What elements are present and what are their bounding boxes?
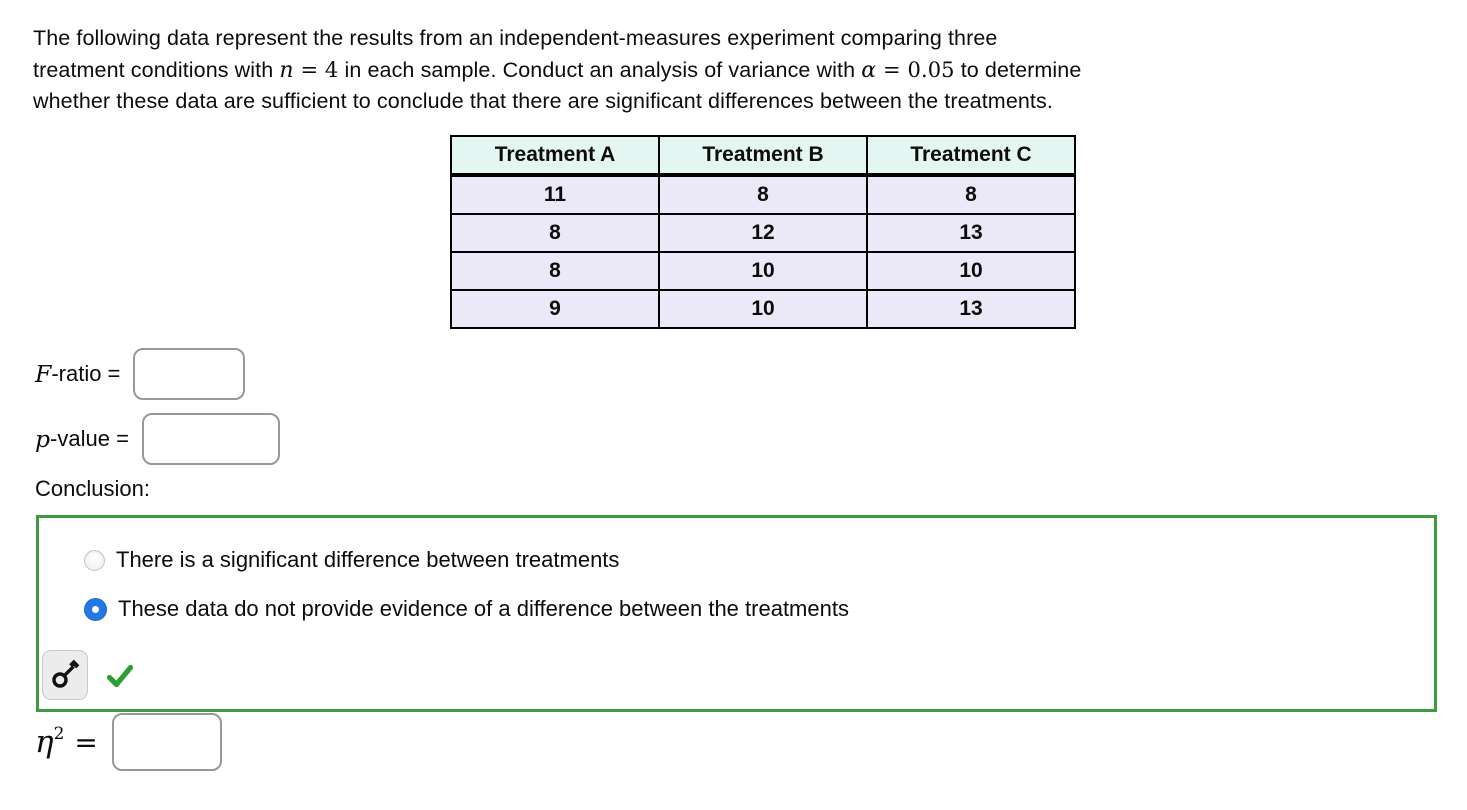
- problem-statement: The following data represent the results…: [33, 23, 1081, 118]
- data-table: Treatment A Treatment B Treatment C 11 8…: [450, 135, 1076, 329]
- problem-line-2: treatment conditions with n = 4 in each …: [33, 57, 1082, 83]
- radio-button-unselected[interactable]: [84, 549, 105, 571]
- problem-line-3: whether these data are sufficient to con…: [33, 89, 1053, 113]
- table-cell: 11: [450, 174, 660, 215]
- table-header-row: Treatment A Treatment B Treatment C: [450, 135, 1076, 177]
- table-header-treatment-c: Treatment C: [866, 135, 1076, 177]
- table-cell: 8: [450, 213, 660, 253]
- table-cell: 10: [866, 251, 1076, 291]
- table-cell: 8: [450, 251, 660, 291]
- table-header-treatment-b: Treatment B: [658, 135, 868, 177]
- f-ratio-input[interactable]: [133, 348, 246, 400]
- checkmark-icon: [106, 664, 134, 693]
- f-ratio-label: -ratio =: [51, 361, 121, 386]
- f-ratio-label-var: F: [35, 360, 52, 388]
- eta-squared-input[interactable]: [111, 713, 222, 771]
- table-cell: 12: [658, 213, 868, 253]
- answer-key-button[interactable]: [42, 650, 88, 700]
- table-cell: 8: [658, 174, 868, 215]
- table-cell: 13: [866, 289, 1076, 329]
- math-alpha: α: [861, 57, 877, 83]
- table-cell: 8: [866, 174, 1076, 215]
- table-cell: 10: [658, 289, 868, 329]
- radio-label[interactable]: There is a significant difference betwee…: [116, 547, 620, 572]
- table-row: 9 10 13: [450, 289, 1076, 329]
- math-n: n: [279, 57, 294, 83]
- table-cell: 9: [450, 289, 660, 329]
- p-value-label-var: p: [35, 425, 51, 453]
- conclusion-box: There is a significant difference betwee…: [36, 515, 1437, 712]
- conclusion-option-no-evidence[interactable]: These data do not provide evidence of a …: [84, 596, 849, 622]
- table-row: 8 12 13: [450, 213, 1076, 253]
- conclusion-option-significant[interactable]: There is a significant difference betwee…: [84, 547, 619, 573]
- table-header-treatment-a: Treatment A: [450, 135, 660, 177]
- table-cell: 13: [866, 213, 1076, 253]
- problem-line-1: The following data represent the results…: [33, 26, 998, 50]
- p-value-label: -value =: [50, 426, 129, 451]
- conclusion-label: Conclusion:: [35, 476, 150, 501]
- radio-button-selected[interactable]: [84, 597, 107, 621]
- radio-label[interactable]: These data do not provide evidence of a …: [118, 596, 849, 621]
- eta-squared-label: η2: [35, 724, 65, 760]
- equals-sign: =: [74, 725, 98, 759]
- key-icon: [50, 658, 80, 693]
- p-value-input[interactable]: [141, 413, 280, 465]
- table-row: 11 8 8: [450, 174, 1076, 215]
- table-cell: 10: [658, 251, 868, 291]
- table-row: 8 10 10: [450, 251, 1076, 291]
